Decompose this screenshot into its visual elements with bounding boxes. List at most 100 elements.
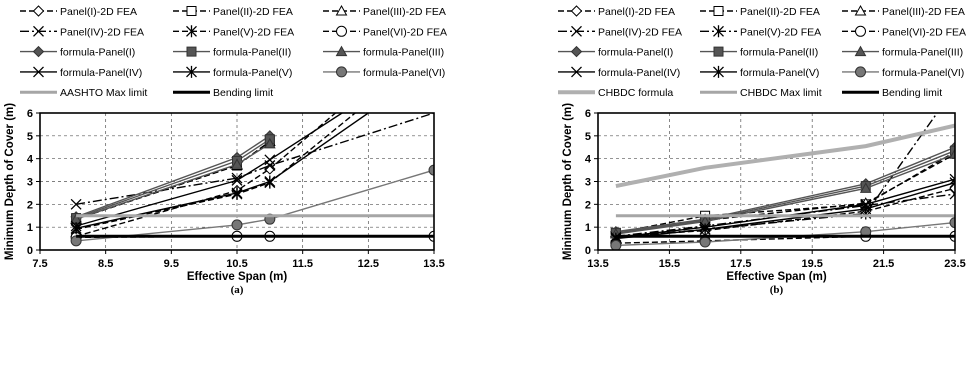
- legend-marker: [32, 45, 45, 58]
- data-point: [264, 154, 276, 166]
- legend-label: formula-Panel(III): [363, 47, 444, 59]
- legend-label: formula-Panel(I): [598, 47, 673, 59]
- legend-marker: [855, 66, 866, 78]
- legend-label: formula-Panel(IV): [60, 67, 142, 79]
- data-point: [949, 188, 955, 200]
- y-tick-label: 2: [585, 199, 591, 211]
- legend-label: formula-Panel(III): [882, 47, 963, 59]
- data-point: [950, 145, 955, 156]
- data-point: [428, 164, 434, 176]
- data-point: [699, 236, 711, 248]
- y-tick-label: 5: [585, 131, 591, 143]
- data-point: [70, 222, 82, 235]
- legend-label: Panel(IV)-2D FEA: [598, 26, 682, 38]
- chart-panel-b: 13.5 15.5 17.5 19.5 21.5 23.5 0 1 2 3 4 5 6 Effective…: [558, 4, 966, 296]
- legend-label: Panel(III)-2D FEA: [363, 6, 446, 18]
- legend: Panel(I)-2D FEA Panel(II)-2D FEA Panel(III…: [20, 4, 447, 99]
- legend-marker: [335, 45, 348, 57]
- x-tick-label: 13.5: [423, 258, 444, 270]
- legend-marker: [335, 4, 348, 16]
- series-line: [615, 153, 955, 235]
- legend-marker: [33, 66, 44, 78]
- legend-marker: [571, 25, 582, 37]
- data-point: [231, 219, 243, 231]
- series-group: [610, 113, 955, 250]
- y-tick-label: 6: [27, 108, 33, 120]
- x-axis-label: Effective Span (m): [726, 271, 826, 283]
- legend-label: Panel(IV)-2D FEA: [60, 26, 144, 38]
- series-line: [75, 113, 356, 231]
- legend-marker: [854, 4, 867, 16]
- x-axis-label: Effective Span (m): [187, 271, 287, 283]
- subfigure-caption: (a): [231, 284, 244, 296]
- legend-label: Panel(II)-2D FEA: [213, 6, 293, 18]
- legend-label: AASHTO Max limit: [60, 87, 147, 99]
- x-tick-label: 23.5: [944, 258, 965, 270]
- legend-label: Panel(I)-2D FEA: [60, 6, 137, 18]
- data-point: [70, 198, 82, 210]
- legend-marker: [713, 65, 724, 78]
- legend-label: formula-Panel(V): [213, 67, 292, 79]
- legend-marker: [570, 45, 583, 58]
- x-tick-label: 19.5: [801, 258, 822, 270]
- legend-label: Panel(VI)-2D FEA: [363, 26, 447, 38]
- data-point: [264, 175, 276, 188]
- x-tick-label: 10.5: [226, 258, 247, 270]
- legend-label: Panel(II)-2D FEA: [740, 6, 820, 18]
- legend: Panel(I)-2D FEA Panel(II)-2D FEA Panel(III…: [558, 4, 966, 99]
- y-tick-label: 5: [27, 131, 33, 143]
- series-line: [615, 123, 955, 189]
- legend-label: Bending limit: [882, 87, 942, 99]
- series-line: [75, 113, 369, 229]
- x-tick-label: 9.5: [164, 258, 179, 270]
- x-tick-label: 8.5: [98, 258, 113, 270]
- x-tick-label: 11.5: [292, 258, 313, 270]
- legend-marker: [32, 5, 45, 17]
- y-axis-label: Minimum Depth of Cover (m): [562, 103, 574, 260]
- subfigure-caption: (b): [770, 284, 784, 296]
- legend-marker: [186, 46, 197, 57]
- data-point: [949, 148, 955, 159]
- data-point: [859, 182, 872, 193]
- x-tick-label: 17.5: [730, 258, 751, 270]
- series-line: [615, 113, 938, 239]
- series-line: [76, 169, 434, 242]
- y-tick-label: 0: [585, 245, 591, 257]
- legend-marker: [855, 25, 866, 37]
- legend-label: formula-Panel(IV): [598, 67, 680, 79]
- data-point: [949, 176, 955, 189]
- legend-label: Panel(VI)-2D FEA: [882, 26, 966, 38]
- series-group: [70, 113, 434, 247]
- legend-marker: [186, 25, 197, 38]
- legend-label: Panel(V)-2D FEA: [740, 26, 821, 38]
- x-tick-label: 21.5: [873, 258, 894, 270]
- y-tick-label: 4: [27, 154, 34, 166]
- legend-label: formula-Panel(II): [213, 47, 291, 59]
- legend-label: CHBDC Max limit: [740, 87, 822, 99]
- data-point: [610, 239, 622, 250]
- y-tick-label: 1: [585, 222, 591, 234]
- legend-marker: [186, 65, 197, 78]
- y-tick-label: 6: [585, 108, 591, 120]
- x-tick-label: 15.5: [659, 258, 680, 270]
- legend-marker: [570, 5, 583, 17]
- data-point: [231, 174, 243, 186]
- series-line: [615, 181, 955, 240]
- series-line: [75, 113, 343, 227]
- legend-label: Bending limit: [213, 87, 273, 99]
- chart-panel-a: 7.5 8.5 9.5 10.5 11.5 12.5 13.5 0 1 2 3 4 5 6 Effectiv…: [4, 4, 447, 296]
- data-point: [231, 186, 243, 199]
- y-tick-label: 4: [585, 154, 592, 166]
- series-line: [75, 113, 434, 205]
- legend-marker: [713, 25, 724, 38]
- data-point: [860, 202, 872, 215]
- y-tick-label: 3: [585, 177, 591, 189]
- series-line: [615, 150, 955, 234]
- data-point: [949, 217, 955, 229]
- series-line: [615, 178, 955, 239]
- legend-label: formula-Panel(V): [740, 67, 819, 79]
- data-point: [699, 223, 711, 236]
- data-point: [231, 158, 243, 169]
- legend-marker: [713, 46, 724, 57]
- y-tick-label: 0: [27, 245, 33, 257]
